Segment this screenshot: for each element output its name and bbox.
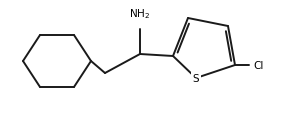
Text: S: S — [193, 73, 199, 83]
Text: Cl: Cl — [253, 60, 263, 70]
Text: NH$_2$: NH$_2$ — [129, 7, 151, 21]
